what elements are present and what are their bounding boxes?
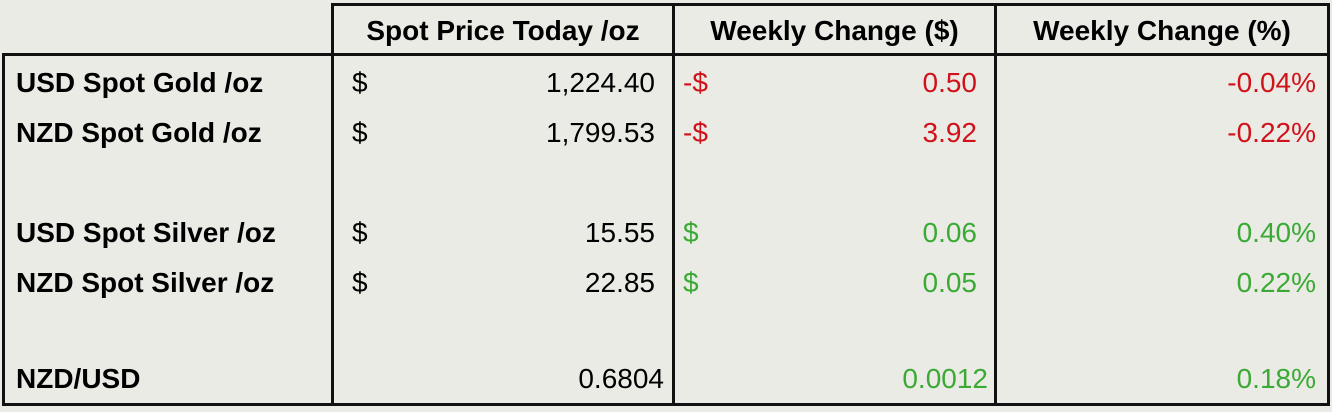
weekly-change: 3.92	[922, 117, 978, 148]
weekly-change-pct: -0.04%	[1227, 67, 1316, 98]
weekly-change: 0.06	[922, 217, 978, 248]
currency-symbol: $	[352, 67, 368, 98]
border	[331, 3, 334, 406]
weekly-change-pct: 0.40%	[1236, 217, 1316, 248]
change-symbol: -$	[683, 67, 708, 98]
border	[994, 3, 997, 406]
border	[672, 3, 675, 406]
column-header: Weekly Change ($)	[710, 15, 959, 46]
currency-symbol: $	[352, 117, 368, 148]
change-symbol: $	[683, 267, 699, 298]
border	[2, 403, 1330, 406]
change-symbol: -$	[683, 117, 708, 148]
row-label: USD Spot Gold /oz	[16, 67, 264, 98]
weekly-change: 0.0012	[902, 363, 988, 394]
spot-price: 1,224.40	[546, 67, 655, 98]
border	[332, 3, 1330, 6]
border	[1327, 3, 1330, 406]
spot-price: 15.55	[584, 217, 655, 248]
weekly-change-pct: 0.18%	[1236, 363, 1316, 394]
border	[2, 53, 5, 406]
currency-symbol: $	[352, 267, 368, 298]
border	[2, 53, 1330, 56]
weekly-change: 0.50	[922, 67, 978, 98]
column-header: Spot Price Today /oz	[366, 15, 640, 46]
weekly-change: 0.05	[922, 267, 978, 298]
row-label: NZD Spot Silver /oz	[16, 267, 275, 298]
spot-price: 1,799.53	[546, 117, 655, 148]
weekly-change-pct: -0.22%	[1227, 117, 1316, 148]
weekly-change-pct: 0.22%	[1236, 267, 1316, 298]
row-label: USD Spot Silver /oz	[16, 217, 276, 248]
currency-symbol: $	[352, 217, 368, 248]
row-label: NZD/USD	[16, 363, 141, 394]
row-label: NZD Spot Gold /oz	[16, 117, 262, 148]
column-header: Weekly Change (%)	[1033, 15, 1291, 46]
spot-price: 22.85	[584, 267, 655, 298]
change-symbol: $	[683, 217, 699, 248]
spot-price: 0.6804	[578, 363, 664, 394]
